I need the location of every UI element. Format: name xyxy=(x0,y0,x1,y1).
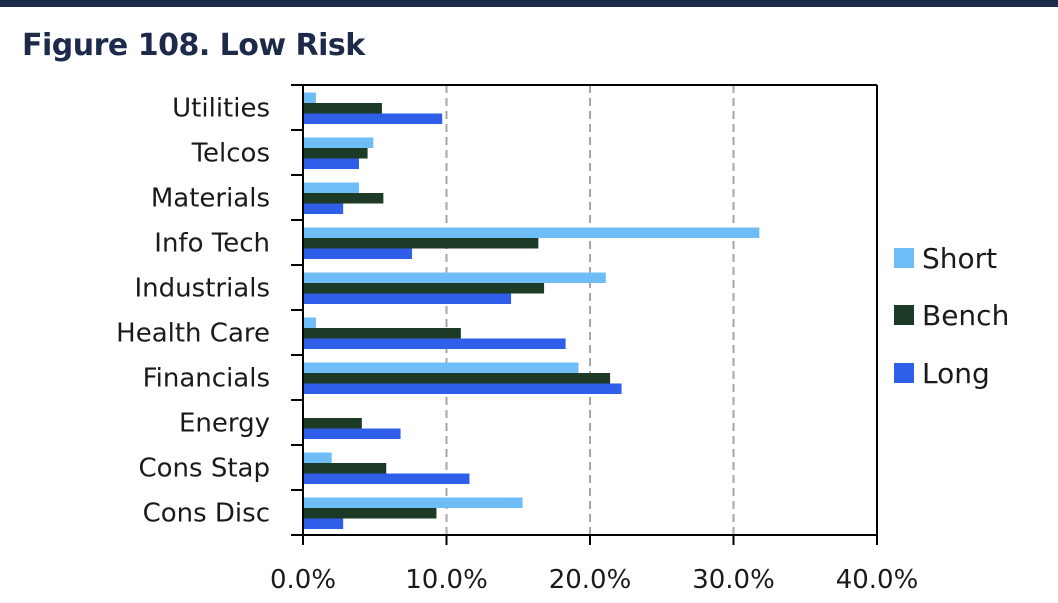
category-label: Health Care xyxy=(116,319,270,349)
category-label: Cons Disc xyxy=(143,499,270,529)
x-tick-label: 10.0% xyxy=(405,565,488,595)
bar-long xyxy=(303,383,622,394)
category-label: Industrials xyxy=(135,274,270,304)
bar-bench xyxy=(303,238,539,249)
category-label: Telcos xyxy=(191,139,270,169)
x-tick-label: 30.0% xyxy=(692,565,775,595)
legend-label-bench: Bench xyxy=(922,299,1009,332)
bar-long xyxy=(303,158,359,169)
top-rule xyxy=(0,0,1058,7)
bar-short xyxy=(303,452,332,463)
bar-long xyxy=(303,113,443,124)
bar-long xyxy=(303,428,401,439)
bar-bench xyxy=(303,463,387,474)
bar-bench xyxy=(303,373,611,384)
bar-short xyxy=(303,362,579,373)
bar-short xyxy=(303,92,316,103)
bar-long xyxy=(303,248,413,259)
legend: Short Bench Long xyxy=(894,242,1009,390)
bar-bench xyxy=(303,148,368,159)
category-label: Financials xyxy=(143,364,270,394)
category-label: Info Tech xyxy=(154,229,270,259)
bar-long xyxy=(303,473,470,484)
figure-title: Figure 108. Low Risk xyxy=(22,28,365,63)
legend-label-long: Long xyxy=(922,357,990,390)
bar-bench xyxy=(303,193,384,204)
bar-short xyxy=(303,182,359,193)
legend-label-short: Short xyxy=(922,242,997,275)
bar-bench xyxy=(303,508,437,519)
gridlines xyxy=(445,85,735,535)
bar-short xyxy=(303,137,374,148)
legend-swatch-bench xyxy=(894,305,914,325)
bar-long xyxy=(303,338,566,349)
category-label: Energy xyxy=(179,409,270,439)
category-labels: Utilities Telcos Materials Info Tech Industr… xyxy=(116,94,270,529)
bars xyxy=(303,92,760,529)
bar-bench xyxy=(303,328,461,339)
bar-short xyxy=(303,497,523,508)
x-tick-label: 0.0% xyxy=(270,565,336,595)
axes xyxy=(291,84,878,545)
bar-bench xyxy=(303,103,382,114)
bar-bench xyxy=(303,418,362,429)
bar-short xyxy=(303,272,606,283)
x-tick-label: 20.0% xyxy=(549,565,632,595)
legend-swatch-short xyxy=(894,248,914,268)
bar-bench xyxy=(303,283,545,294)
legend-swatch-long xyxy=(894,363,914,383)
bar-long xyxy=(303,203,344,214)
bar-short xyxy=(303,227,760,238)
bar-long xyxy=(303,518,344,529)
category-label: Cons Stap xyxy=(139,454,271,484)
bar-long xyxy=(303,293,512,304)
category-label: Utilities xyxy=(172,94,270,124)
category-label: Materials xyxy=(151,184,270,214)
x-tick-label: 40.0% xyxy=(836,565,919,595)
tick-labels: 0.0% 10.0% 20.0% 30.0% 40.0% xyxy=(270,565,918,595)
bar-short xyxy=(303,317,316,328)
